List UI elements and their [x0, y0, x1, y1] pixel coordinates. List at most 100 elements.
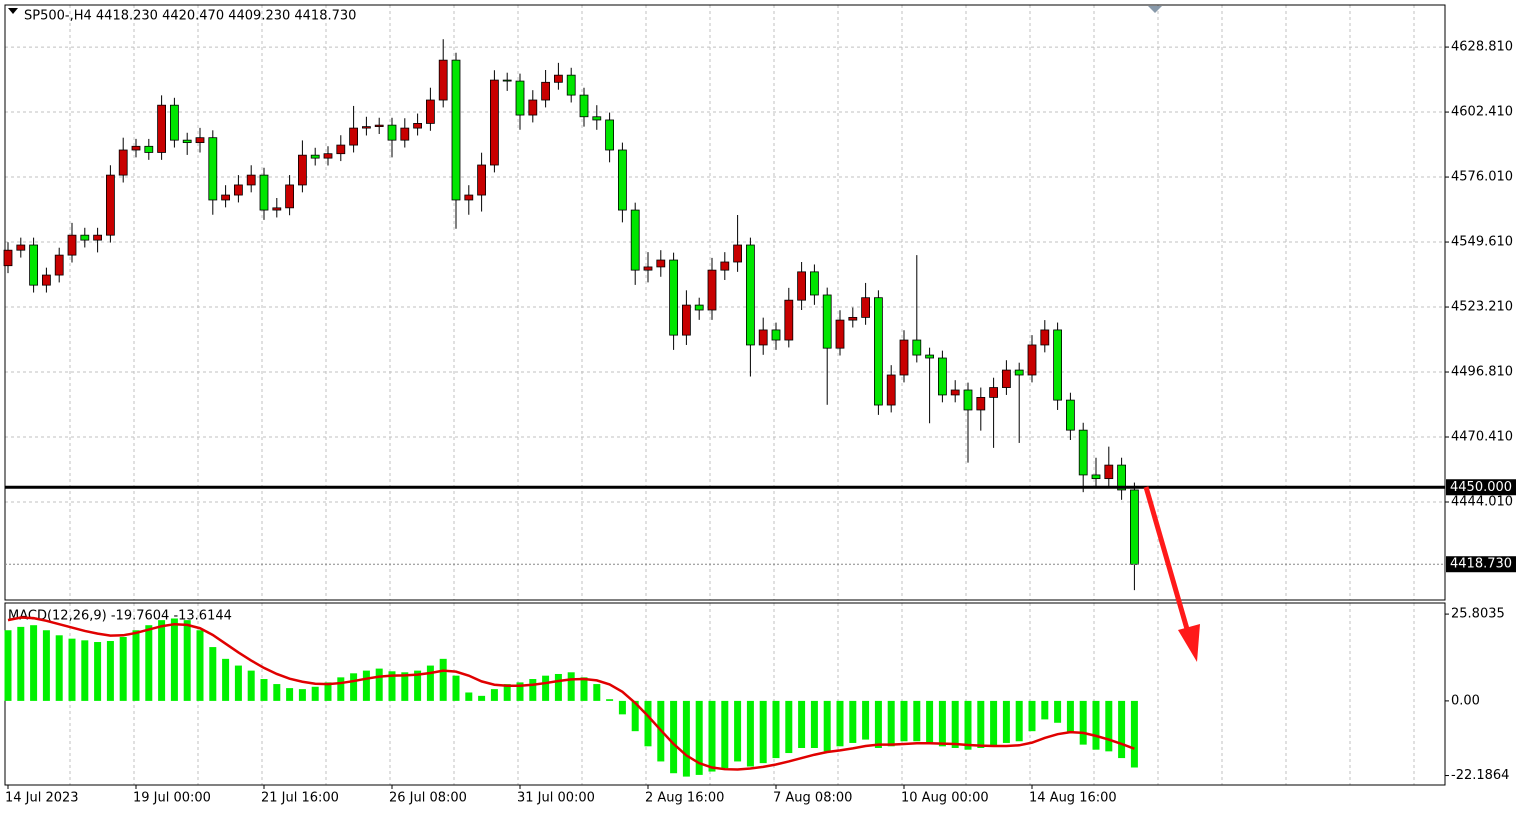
- candle-body: [656, 259, 666, 268]
- candle-body: [1104, 464, 1114, 480]
- macd-bar: [759, 700, 767, 764]
- y-tick-label: 4496.810: [1451, 365, 1513, 380]
- price-label: 4418.730: [1450, 557, 1512, 572]
- macd-bar: [132, 630, 140, 701]
- candle-body: [285, 184, 295, 209]
- marks: 4628.810 4602.410 4576.010 4549.610 4523.210…: [3, 39, 1516, 806]
- price-label: 4450.000: [1450, 480, 1512, 495]
- x-tick-label: 7 Aug 08:00: [773, 791, 852, 806]
- candle-body: [310, 154, 320, 159]
- macd-bar: [785, 700, 793, 754]
- candle-body: [976, 396, 986, 411]
- candle-body: [221, 194, 231, 201]
- candle-body: [361, 126, 371, 129]
- macd-bar: [913, 700, 921, 742]
- macd-bar: [324, 682, 332, 701]
- candle-body: [413, 123, 423, 129]
- macd-bar: [926, 700, 934, 743]
- macd-bar: [260, 679, 268, 701]
- macd-bar: [887, 700, 895, 747]
- macd-bar: [273, 684, 281, 701]
- x-tick-label: 14 Jul 2023: [5, 791, 79, 806]
- macd-bar: [17, 626, 25, 701]
- y-tick-label: 4628.810: [1451, 40, 1513, 55]
- x-tick-label: 2 Aug 16:00: [645, 791, 724, 806]
- macd-bar: [452, 675, 460, 701]
- macd-bar: [298, 689, 306, 701]
- macd-bar: [145, 625, 153, 701]
- macd-bar: [490, 689, 498, 701]
- macd-bar: [542, 675, 550, 701]
- x-tick-label: 26 Jul 08:00: [389, 791, 467, 806]
- macd-bar: [209, 647, 217, 701]
- menu-triangle[interactable]: [8, 8, 18, 14]
- macd-bar: [1118, 700, 1126, 759]
- macd-bar: [183, 620, 191, 701]
- candle-body: [42, 274, 51, 286]
- macd-bar: [222, 658, 230, 701]
- candle-body: [233, 184, 243, 196]
- macd-bar: [1092, 700, 1100, 750]
- y-tick-label: 25.8035: [1451, 607, 1505, 622]
- macd-bar: [196, 630, 204, 701]
- candle-body: [106, 174, 115, 236]
- candle-body: [118, 149, 128, 176]
- candle-body: [1014, 369, 1024, 376]
- macd-bar: [1002, 700, 1010, 743]
- candle-body: [387, 124, 397, 141]
- chart-title: SP500-,H4 4418.230 4420.470 4409.230 441…: [24, 9, 356, 24]
- macd-bar: [42, 630, 50, 701]
- macd-bar: [746, 700, 754, 767]
- candle-body: [477, 164, 487, 196]
- macd-bar: [81, 640, 89, 701]
- candle-body: [886, 374, 896, 406]
- candle-body: [144, 145, 154, 153]
- macd-bar: [414, 670, 422, 701]
- macd-bar: [631, 700, 639, 732]
- candle-body: [208, 137, 218, 201]
- macd-bar: [158, 620, 166, 701]
- macd-bar: [286, 688, 294, 701]
- candle-body: [861, 297, 870, 318]
- candle-body: [618, 149, 627, 211]
- macd-bar: [1130, 700, 1138, 768]
- arrow-annotation: [1143, 486, 1200, 662]
- macd-bar: [938, 700, 946, 747]
- y-tick-label: -22.1864: [1451, 768, 1509, 783]
- candle-body: [1040, 329, 1050, 346]
- candle-body: [67, 234, 77, 256]
- signal-line: [7, 616, 1135, 771]
- candle-body: [694, 304, 704, 311]
- price-label-box: [1446, 556, 1516, 573]
- macd-bar: [874, 700, 882, 748]
- macd-bar: [4, 630, 12, 701]
- candle-body: [336, 144, 346, 155]
- candle-body: [131, 145, 141, 151]
- y-tick-label: 4444.010: [1451, 494, 1513, 509]
- candle-body: [3, 249, 13, 267]
- candle-body: [1078, 429, 1088, 476]
- macd-bar: [580, 677, 588, 701]
- candle-body: [1002, 369, 1011, 388]
- candle-body: [899, 339, 909, 376]
- candle-body: [80, 234, 90, 241]
- macd-bar: [644, 700, 652, 747]
- macd-bar: [823, 700, 831, 752]
- candle-body: [950, 389, 960, 396]
- macd-bar: [439, 658, 447, 701]
- macd-bar: [94, 642, 102, 701]
- macd-bar: [695, 700, 703, 775]
- macd-bar: [849, 700, 857, 743]
- candle-body: [1117, 464, 1126, 491]
- candle-body: [810, 271, 819, 296]
- macd-bar: [30, 625, 38, 701]
- macd-bar: [401, 672, 409, 701]
- macd-bar: [593, 684, 601, 701]
- candle-body: [592, 116, 602, 121]
- macd-bar: [119, 636, 127, 701]
- candle-body: [272, 207, 282, 211]
- candle-body: [579, 94, 589, 118]
- macd-bar: [810, 700, 818, 748]
- macd-bar: [1105, 700, 1113, 752]
